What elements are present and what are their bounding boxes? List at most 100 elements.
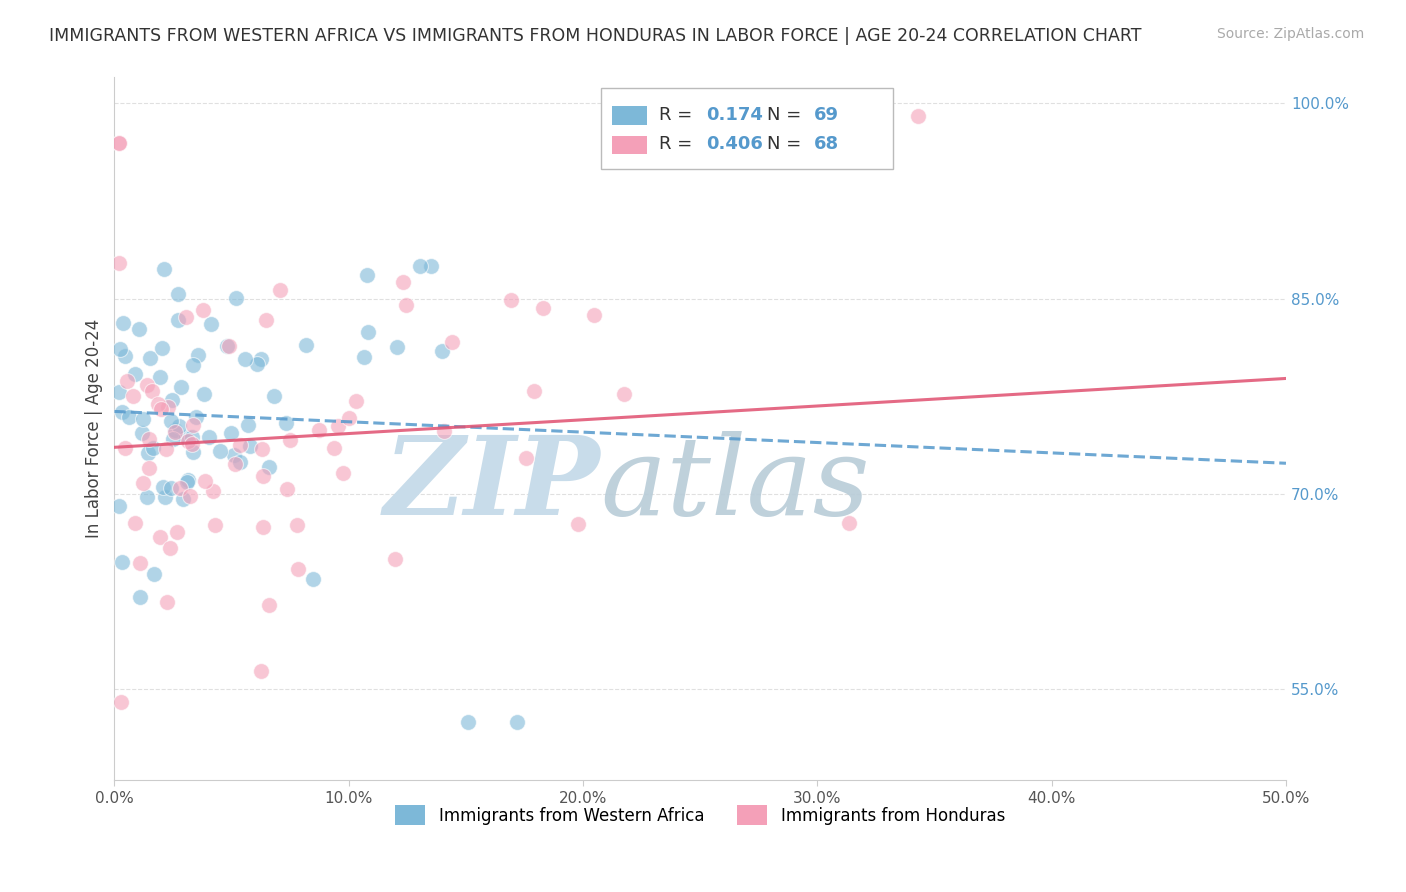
Point (201, 484, 224, 499)
Point (108, 342, 131, 356)
Point (141, 384, 163, 398)
Point (114, 441, 136, 455)
Point (124, 367, 146, 381)
Point (328, 419, 350, 434)
Point (179, 490, 201, 504)
Point (322, 441, 344, 455)
Point (224, 448, 246, 462)
Text: IMMIGRANTS FROM WESTERN AFRICA VS IMMIGRANTS FROM HONDURAS IN LABOR FORCE | AGE : IMMIGRANTS FROM WESTERN AFRICA VS IMMIGR… (49, 27, 1142, 45)
Point (225, 291, 247, 305)
Point (209, 443, 232, 458)
Point (181, 359, 204, 373)
Point (155, 442, 177, 456)
Point (385, 340, 408, 354)
Point (433, 424, 456, 438)
Legend: Immigrants from Western Africa, Immigrants from Honduras: Immigrants from Western Africa, Immigran… (395, 805, 1005, 825)
FancyBboxPatch shape (613, 106, 648, 125)
Point (224, 458, 246, 472)
Point (218, 339, 240, 353)
Point (238, 417, 260, 432)
Point (108, 256, 131, 270)
FancyBboxPatch shape (613, 136, 648, 154)
Text: N =: N = (766, 136, 807, 153)
Point (409, 259, 432, 273)
Point (217, 339, 239, 353)
Point (274, 416, 297, 430)
Point (177, 473, 200, 487)
Point (111, 316, 134, 330)
Point (146, 396, 169, 410)
Point (308, 423, 330, 437)
Point (132, 476, 155, 491)
Point (167, 313, 190, 327)
Point (118, 409, 141, 424)
Point (108, 499, 131, 513)
Point (170, 380, 193, 394)
Point (295, 337, 318, 351)
Point (149, 402, 172, 417)
Point (142, 442, 165, 456)
Point (136, 378, 159, 392)
Point (156, 400, 179, 414)
Point (152, 261, 174, 276)
Point (156, 595, 179, 609)
Point (181, 444, 204, 458)
Point (252, 520, 274, 534)
Point (384, 551, 406, 566)
Text: N =: N = (766, 105, 807, 124)
Point (257, 460, 280, 475)
Text: R =: R = (659, 105, 699, 124)
Point (110, 695, 132, 709)
Point (432, 343, 454, 358)
Point (204, 518, 226, 533)
Point (193, 386, 215, 401)
Point (176, 475, 198, 489)
Point (128, 590, 150, 604)
Point (254, 313, 277, 327)
Text: Source: ZipAtlas.com: Source: ZipAtlas.com (1216, 27, 1364, 41)
Point (138, 432, 160, 446)
Point (162, 392, 184, 407)
Point (149, 530, 172, 544)
Point (252, 468, 274, 483)
Point (187, 347, 209, 361)
Point (263, 389, 285, 403)
Text: 68: 68 (814, 136, 839, 153)
Point (163, 425, 186, 440)
Point (337, 411, 360, 425)
Point (567, 517, 589, 532)
Point (506, 714, 529, 729)
Point (457, 714, 479, 729)
Point (124, 516, 146, 531)
Point (193, 302, 215, 317)
Point (353, 350, 375, 364)
Point (136, 490, 159, 504)
Point (219, 426, 242, 441)
Text: atlas: atlas (600, 432, 870, 539)
Point (110, 555, 132, 569)
Text: ZIP: ZIP (384, 432, 600, 539)
Point (523, 384, 546, 398)
Point (174, 429, 197, 443)
Point (149, 370, 172, 384)
Point (143, 566, 166, 581)
Point (108, 136, 131, 150)
Point (392, 275, 415, 289)
Point (249, 665, 271, 679)
Point (838, 516, 860, 530)
Point (441, 334, 464, 349)
Point (582, 308, 605, 322)
Point (128, 321, 150, 335)
Point (239, 439, 262, 453)
Text: R =: R = (659, 136, 699, 153)
Point (183, 418, 205, 433)
Point (419, 259, 441, 273)
Point (166, 286, 188, 301)
Point (152, 341, 174, 355)
Y-axis label: In Labor Force | Age 20-24: In Labor Force | Age 20-24 (86, 319, 103, 539)
Point (138, 446, 160, 460)
Point (200, 317, 222, 331)
Point (114, 349, 136, 363)
Point (515, 450, 537, 465)
Point (229, 438, 252, 452)
